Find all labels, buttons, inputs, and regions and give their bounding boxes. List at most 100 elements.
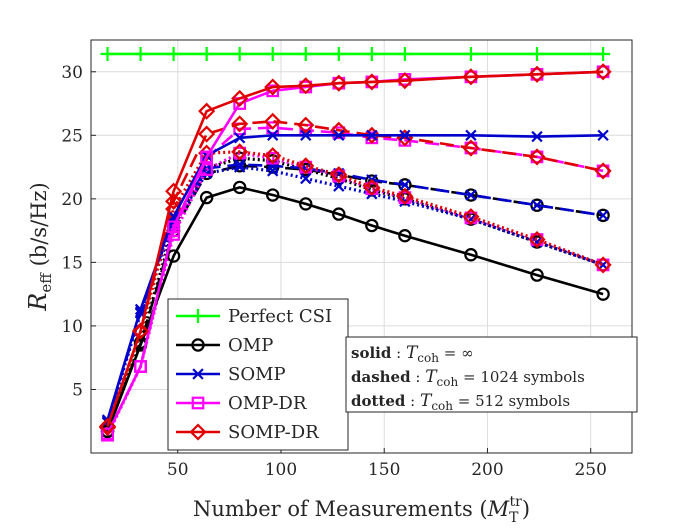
marker-circle xyxy=(464,248,478,262)
marker-diamond xyxy=(297,157,315,175)
annotation-subscript: coh xyxy=(417,351,439,365)
marker-circle xyxy=(332,207,346,221)
legend-label: SOMP-DR xyxy=(228,422,319,443)
annotation-frame xyxy=(345,336,638,413)
marker-x xyxy=(465,129,477,141)
annotation-subscript: coh xyxy=(431,399,453,413)
marker-diamond xyxy=(231,115,249,133)
x-axis-title-close: ) xyxy=(522,497,530,521)
marker-x xyxy=(366,129,378,141)
marker-diamond xyxy=(165,182,183,200)
marker-square xyxy=(167,220,180,234)
marker-diamond xyxy=(189,423,207,441)
marker-diamond xyxy=(264,112,282,130)
x-tick-label: 150 xyxy=(368,460,400,480)
marker-plus xyxy=(596,46,611,61)
series-omp-solid xyxy=(100,180,610,439)
marker-plus xyxy=(199,46,214,61)
marker-plus xyxy=(265,46,280,61)
y-axis-title: Reff (b/s/Hz) xyxy=(24,182,55,311)
marker-circle xyxy=(232,180,247,195)
x-tick-label: 100 xyxy=(265,460,297,480)
marker-plus xyxy=(463,46,478,61)
marker-diamond xyxy=(363,178,381,196)
marker-plus xyxy=(166,46,181,61)
marker-x xyxy=(597,129,609,141)
marker-plus xyxy=(232,46,247,61)
marker-circle xyxy=(199,190,214,205)
annotation-separator: : xyxy=(391,344,406,362)
annotation-box: solid : Tcoh = ∞dashed : Tcoh = 1024 sym… xyxy=(345,336,638,413)
x-tick-label: 250 xyxy=(574,460,606,480)
y-axis-title-sub: eff xyxy=(37,272,55,293)
series-layer xyxy=(98,46,612,442)
marker-square xyxy=(134,360,147,373)
marker-x xyxy=(233,161,246,173)
legend-item: Perfect CSI xyxy=(176,306,332,327)
marker-diamond xyxy=(330,121,348,139)
annotation-style-label: solid xyxy=(351,344,392,362)
marker-diamond xyxy=(264,78,282,96)
marker-x xyxy=(399,179,411,191)
marker-x xyxy=(531,130,543,143)
legend-item: SOMP xyxy=(176,364,286,385)
y-tick-label: 5 xyxy=(72,380,83,400)
legend-label: OMP xyxy=(228,335,273,356)
x-axis-title-main: Number of Measurements ( xyxy=(193,497,488,521)
marker-circle xyxy=(596,208,610,223)
marker-diamond xyxy=(396,187,414,205)
y-axis-title-symbol: R xyxy=(24,293,52,312)
axis-ticks: 50 100 150 200 250 5 10 15 20 25 30 xyxy=(61,63,607,480)
legend: Perfect CSI OMP SOMP OMP-DR SOMP-DR xyxy=(167,298,349,451)
y-tick-label: 25 xyxy=(61,126,83,146)
marker-diamond xyxy=(462,139,480,157)
marker-x xyxy=(267,129,279,141)
annotation-symbol: T xyxy=(420,391,433,411)
marker-diamond xyxy=(198,102,216,120)
marker-square xyxy=(101,427,114,441)
marker-x xyxy=(333,180,345,192)
annotation-style-label: dotted xyxy=(351,392,406,410)
marker-diamond xyxy=(363,73,381,91)
marker-circle xyxy=(191,338,205,352)
marker-square xyxy=(596,258,610,272)
marker-x xyxy=(192,368,204,380)
marker-diamond xyxy=(165,192,183,210)
annotation-value: = 1024 symbols xyxy=(458,368,585,386)
marker-diamond xyxy=(594,256,612,274)
annotation-style-label: dashed xyxy=(351,368,411,386)
y-tick-label: 20 xyxy=(61,190,83,210)
annotation-line: dashed : Tcoh = 1024 symbols xyxy=(351,367,585,389)
marker-diamond xyxy=(528,230,546,249)
series-line xyxy=(106,186,604,432)
series-somp-dr-solid xyxy=(98,63,612,435)
marker-diamond xyxy=(363,126,381,144)
marker-x xyxy=(300,129,312,141)
marker-plus xyxy=(397,46,412,61)
marker-plus xyxy=(364,46,379,61)
annotation-value: = 512 symbols xyxy=(453,392,570,410)
legend-label: SOMP xyxy=(228,364,286,385)
marker-diamond xyxy=(594,63,612,81)
marker-x xyxy=(267,165,279,177)
marker-circle xyxy=(596,287,610,301)
y-tick-label: 30 xyxy=(61,63,83,83)
marker-plus xyxy=(298,46,313,61)
series-line xyxy=(106,70,604,427)
x-axis-title-sub: T xyxy=(509,510,519,525)
marker-diamond xyxy=(231,143,249,161)
legend-label: OMP-DR xyxy=(228,393,307,414)
marker-diamond xyxy=(396,72,414,90)
annotation-separator: : xyxy=(411,368,426,386)
legend-item: OMP-DR xyxy=(176,393,307,414)
marker-square xyxy=(191,396,205,410)
annotation-symbol: T xyxy=(406,343,419,363)
marker-plus xyxy=(133,46,148,61)
marker-x xyxy=(597,209,609,222)
marker-diamond xyxy=(297,77,315,95)
y-tick-label: 10 xyxy=(61,317,83,337)
x-axis-title: Number of Measurements (MTtr) xyxy=(193,494,530,525)
x-axis-title-sup: tr xyxy=(509,494,522,510)
marker-x xyxy=(233,132,246,144)
